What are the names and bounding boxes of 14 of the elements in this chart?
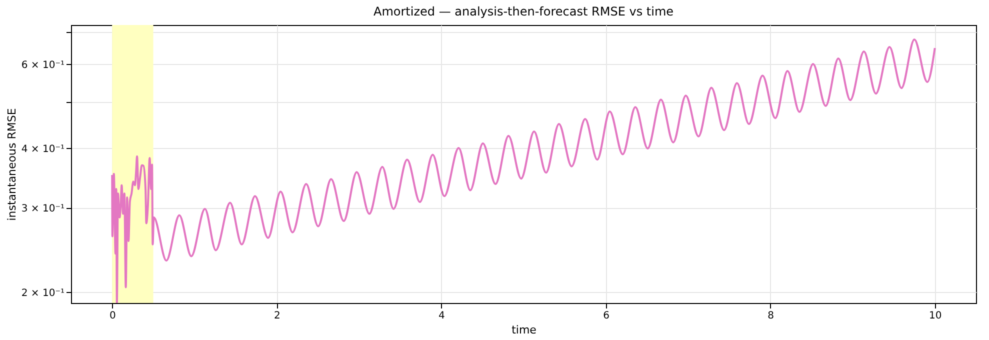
x-tick-label: 0 [109,310,116,322]
line-series [111,38,936,303]
y-axis-title: instantaneous RMSE [5,108,18,221]
x-tick-label: 8 [768,310,774,322]
y-tick-label: 3 × 10⁻¹ [21,204,64,215]
x-axis-title: time [512,324,537,336]
y-tick-label: 2 × 10⁻¹ [21,288,64,299]
x-tick-label: 2 [274,310,280,322]
chart-title: Amortized — analysis-then-forecast RMSE vs time [373,4,674,18]
y-tick-label: 4 × 10⁻¹ [21,144,64,155]
x-tick-label: 4 [438,310,445,322]
x-tick-label: 10 [928,310,942,322]
y-tick-label: 6 × 10⁻¹ [21,60,64,71]
x-tick-label: 6 [603,310,610,322]
